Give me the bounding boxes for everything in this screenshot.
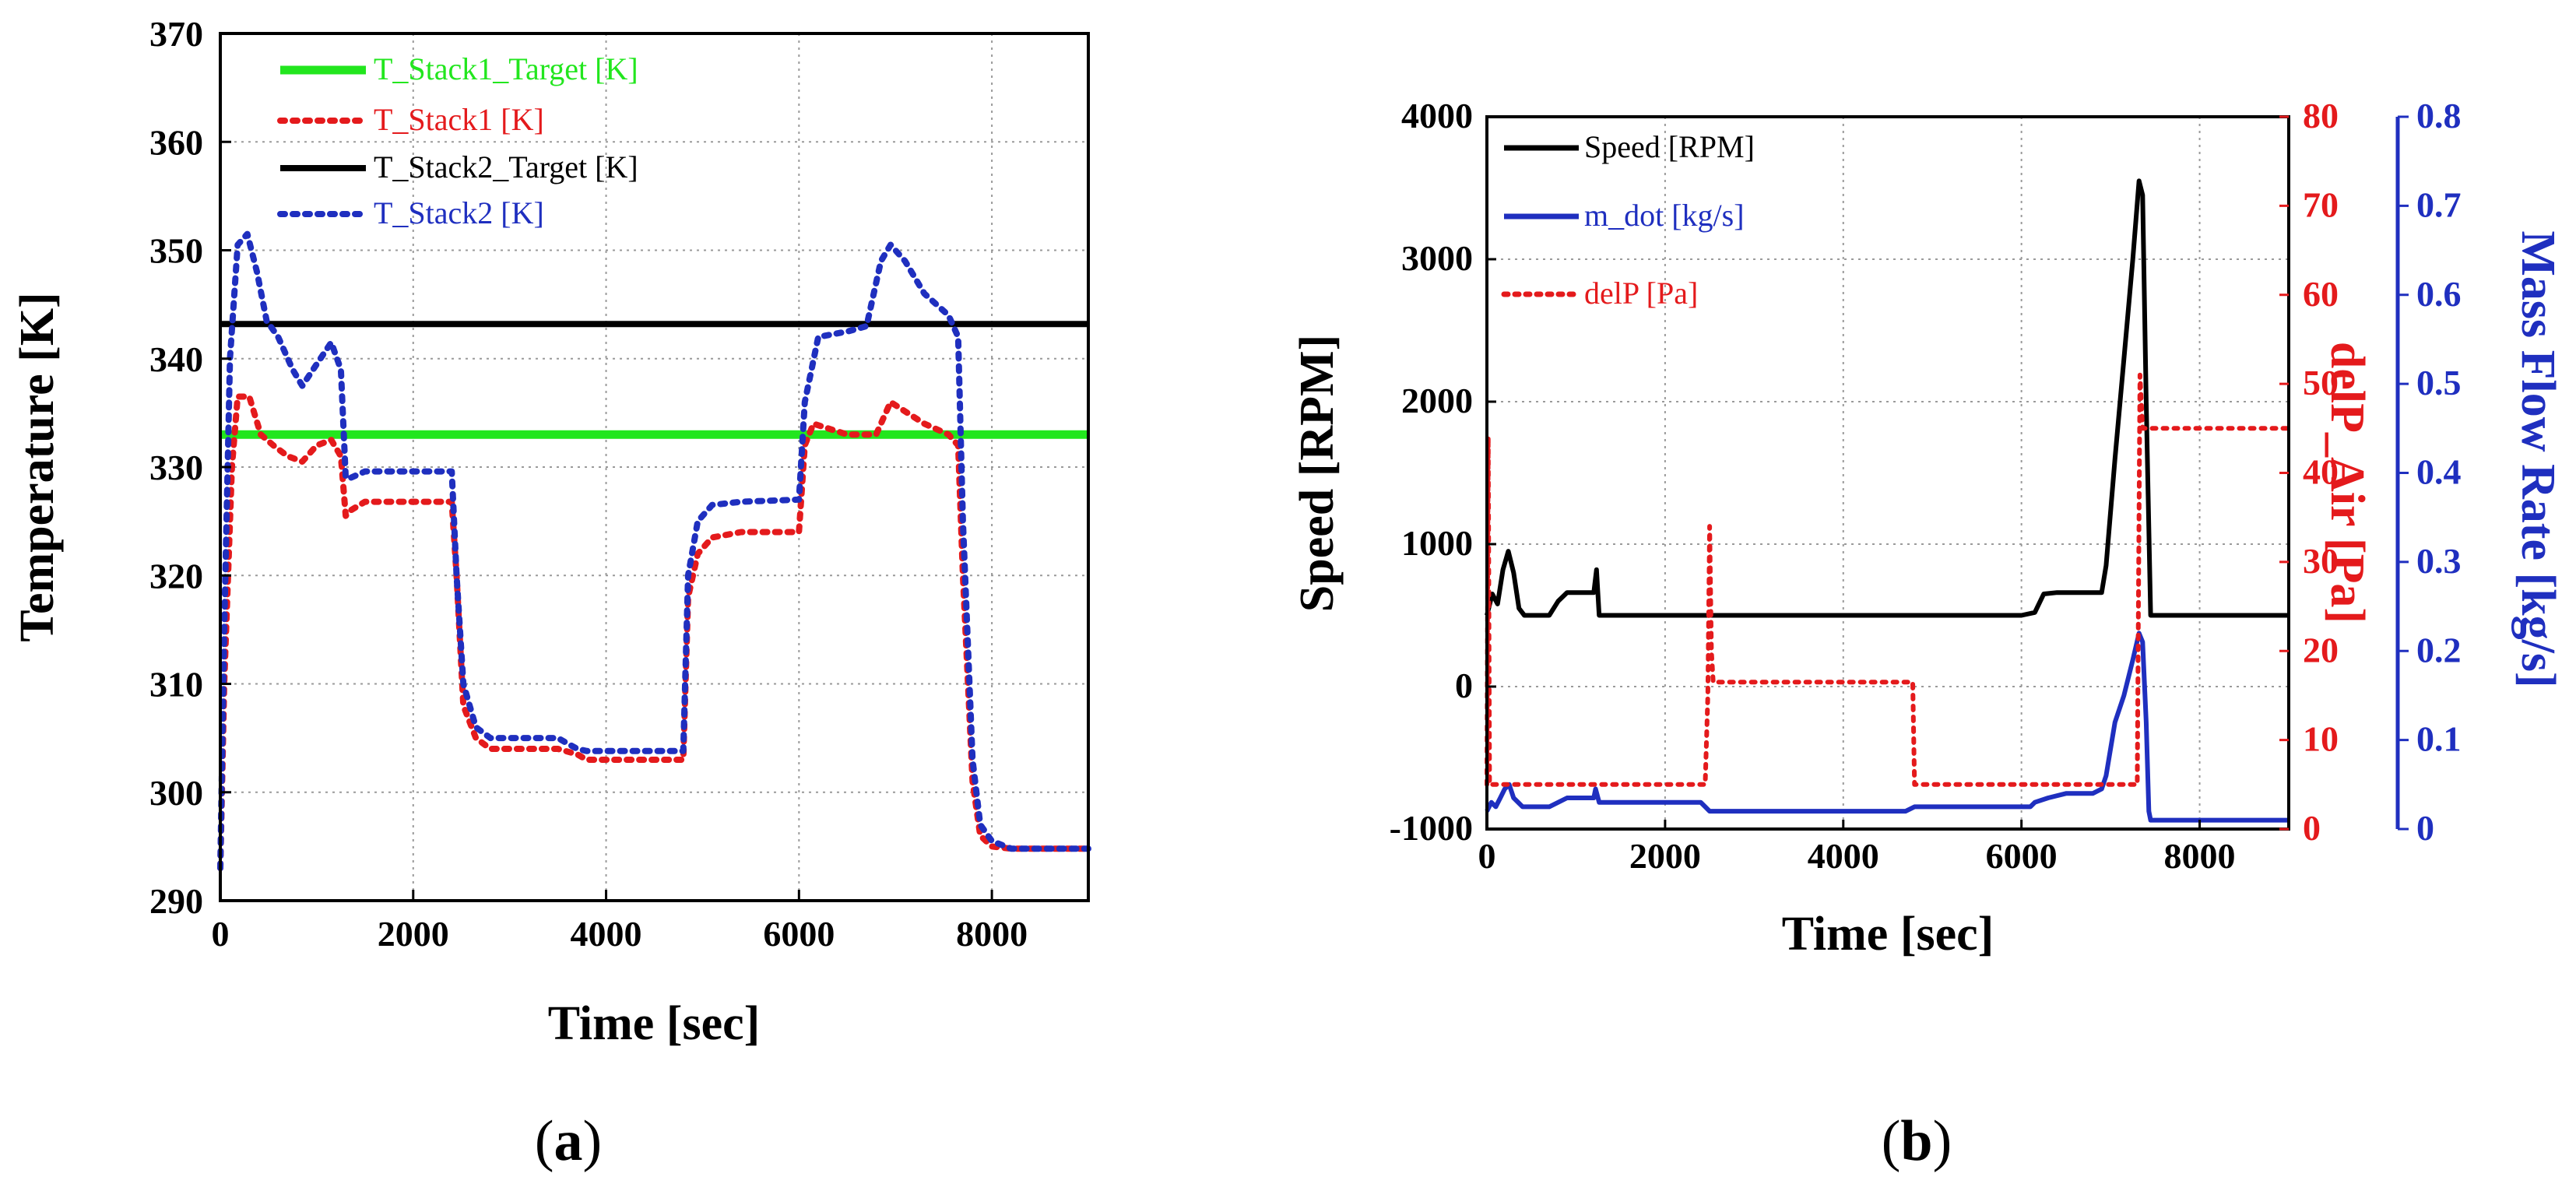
series-line-delp-pa bbox=[1485, 372, 2291, 787]
x-tick-label-4000: 4000 bbox=[1808, 836, 1879, 876]
series-line-t-stack1-k bbox=[217, 393, 1091, 872]
panel-a-series bbox=[217, 230, 1091, 872]
blue-tick-label-0.3: 0.3 bbox=[2416, 541, 2462, 581]
red-tick-label-50: 50 bbox=[2303, 363, 2339, 402]
panel-a-y-ticks: 290 300 310 320 330 340 350 360 370 bbox=[149, 14, 231, 921]
panel-a-x-axis-label: Time [sec] bbox=[548, 997, 761, 1050]
x-tick-label-8000: 8000 bbox=[2164, 836, 2236, 876]
x-tick-label-4000: 4000 bbox=[571, 914, 642, 954]
x-tick-label-0: 0 bbox=[212, 914, 230, 954]
series-line-m-dot-kg-s bbox=[1485, 631, 2289, 823]
legend-label-t-stack2: T_Stack2 [K] bbox=[374, 195, 544, 230]
left-tick-label-4000: 4000 bbox=[1401, 96, 1473, 135]
panel-b-legend: Speed [RPM] m_dot [kg/s] delP [Pa] bbox=[1501, 129, 1755, 311]
panel-b-left-y-ticks: -1000 0 1000 2000 3000 4000 bbox=[1390, 96, 1496, 848]
y-tick-label-370: 370 bbox=[149, 14, 203, 54]
legend-label-m-dot: m_dot [kg/s] bbox=[1584, 198, 1745, 233]
blue-tick-label-0.8: 0.8 bbox=[2416, 96, 2462, 135]
left-tick-label-0: 0 bbox=[1455, 666, 1473, 705]
panel-b-x-axis-label: Time [sec] bbox=[1782, 908, 1994, 961]
left-tick-label-1000: 1000 bbox=[1401, 523, 1473, 563]
blue-tick-label-0.2: 0.2 bbox=[2416, 630, 2462, 669]
panel-b-left-y-axis-label: Speed [RPM] bbox=[1291, 335, 1344, 612]
y-tick-label-350: 350 bbox=[149, 231, 203, 271]
panel-a-x-ticks: 0 2000 4000 6000 8000 bbox=[212, 890, 1028, 954]
y-tick-label-310: 310 bbox=[149, 665, 203, 704]
panel-b-caption: (b) bbox=[1882, 1109, 1952, 1173]
red-tick-label-80: 80 bbox=[2303, 96, 2339, 135]
red-tick-label-0: 0 bbox=[2303, 808, 2321, 848]
red-tick-label-10: 10 bbox=[2303, 719, 2339, 759]
y-tick-label-320: 320 bbox=[149, 556, 203, 596]
panel-b-series bbox=[1485, 178, 2291, 823]
panel-b-red-y-axis-label: delP_Air [Pa] bbox=[2321, 342, 2374, 624]
panel-a-y-axis-label: Temperature [K] bbox=[11, 292, 64, 641]
x-tick-label-6000: 6000 bbox=[763, 914, 835, 954]
x-tick-label-6000: 6000 bbox=[1986, 836, 2058, 876]
panel-a-grid bbox=[220, 33, 1088, 901]
panel-a-caption-letter: a bbox=[554, 1109, 583, 1173]
legend-label-t-stack1-target: T_Stack1_Target [K] bbox=[374, 51, 638, 86]
legend-label-delp: delP [Pa] bbox=[1584, 276, 1698, 311]
red-tick-label-30: 30 bbox=[2303, 541, 2339, 581]
series-line-speed-rpm bbox=[1485, 178, 2289, 618]
blue-tick-label-0.7: 0.7 bbox=[2416, 184, 2462, 224]
panel-b-blue-y-axis-label: Mass Flow Rate [kg/s] bbox=[2511, 230, 2564, 687]
x-tick-label-0: 0 bbox=[1478, 836, 1496, 876]
red-tick-label-40: 40 bbox=[2303, 452, 2339, 492]
panel-a-legend: T_Stack1_Target [K] T_Stack1 [K] T_Stack… bbox=[277, 51, 638, 230]
series-line-t-stack2-k bbox=[217, 230, 1091, 872]
y-tick-label-330: 330 bbox=[149, 448, 203, 487]
left-tick-label--1000: -1000 bbox=[1390, 808, 1473, 848]
x-tick-label-8000: 8000 bbox=[956, 914, 1028, 954]
red-tick-label-20: 20 bbox=[2303, 630, 2339, 669]
x-tick-label-2000: 2000 bbox=[378, 914, 449, 954]
red-tick-label-70: 70 bbox=[2303, 184, 2339, 224]
y-tick-label-360: 360 bbox=[149, 122, 203, 162]
legend-label-t-stack2-target: T_Stack2_Target [K] bbox=[374, 149, 638, 184]
panel-a-caption: (a) bbox=[535, 1109, 602, 1173]
panel-a-temperature-chart: 0 2000 4000 6000 8000 290 300 310 320 330 340 350 3… bbox=[11, 14, 1091, 1173]
panel-b-grid bbox=[1487, 117, 2289, 829]
blue-tick-label-0.4: 0.4 bbox=[2416, 452, 2462, 492]
y-tick-label-290: 290 bbox=[149, 881, 203, 921]
blue-tick-label-0.6: 0.6 bbox=[2416, 274, 2462, 314]
panel-b-red-y-ticks: 0 10 20 30 40 50 60 70 80 bbox=[2279, 96, 2339, 848]
blue-tick-label-0: 0 bbox=[2416, 808, 2434, 848]
panel-b-x-ticks: 0 2000 4000 6000 8000 bbox=[1478, 820, 2236, 876]
left-tick-label-3000: 3000 bbox=[1401, 238, 1473, 278]
y-tick-label-340: 340 bbox=[149, 339, 203, 379]
panel-b-speed-pressure-flow-chart: 0 2000 4000 6000 8000 -100001000200030004000… bbox=[1291, 96, 2564, 1173]
y-tick-label-300: 300 bbox=[149, 773, 203, 813]
x-tick-label-2000: 2000 bbox=[1629, 836, 1701, 876]
panel-b-caption-letter: b bbox=[1900, 1109, 1932, 1173]
panel-b-blue-y-ticks: 0 0.1 0.2 0.3 0.4 0.5 0.6 0.7 0.8 bbox=[2398, 96, 2462, 848]
legend-label-speed: Speed [RPM] bbox=[1584, 129, 1755, 164]
blue-tick-label-0.1: 0.1 bbox=[2416, 719, 2462, 759]
red-tick-label-60: 60 bbox=[2303, 274, 2339, 314]
left-tick-label-2000: 2000 bbox=[1401, 381, 1473, 420]
blue-tick-label-0.5: 0.5 bbox=[2416, 363, 2462, 402]
legend-label-t-stack1: T_Stack1 [K] bbox=[374, 102, 544, 137]
